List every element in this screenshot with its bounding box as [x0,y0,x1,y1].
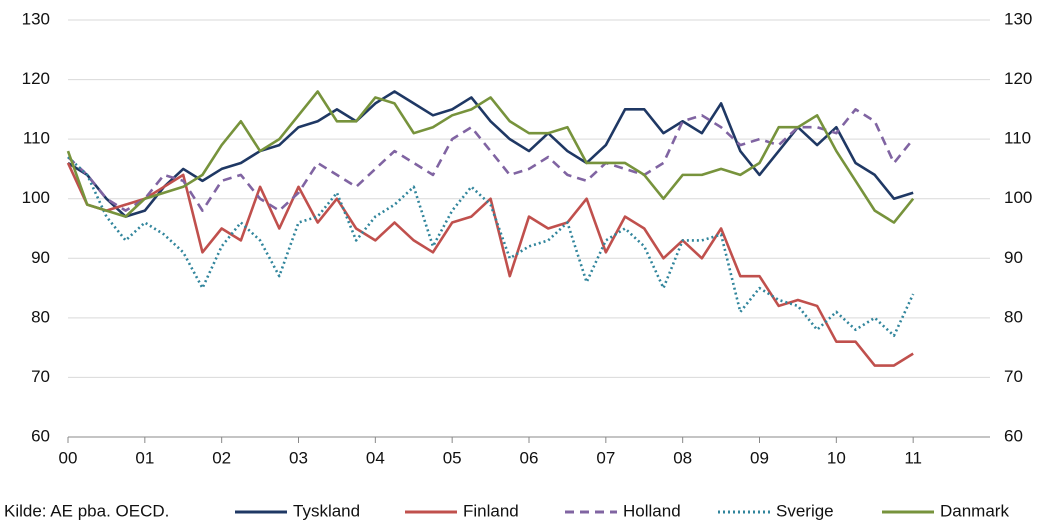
legend-label: Finland [463,501,519,520]
x-tick-label: 06 [520,448,539,467]
x-tick-label: 03 [289,448,308,467]
y2-tick-label: 60 [1004,426,1023,445]
x-tick-label: 07 [596,448,615,467]
x-tick-label: 04 [366,448,385,467]
x-tick-label: 01 [135,448,154,467]
y2-tick-label: 70 [1004,367,1023,386]
y2-tick-label: 110 [1004,129,1031,148]
y-tick-label: 70 [31,367,50,386]
x-tick-label: 11 [904,448,922,467]
y2-tick-label: 80 [1004,307,1023,326]
legend-label: Danmark [940,501,1009,520]
y-tick-label: 90 [31,248,50,267]
y-tick-label: 60 [31,426,50,445]
x-tick-label: 00 [59,448,78,467]
series-line [67,156,915,338]
y2-tick-label: 120 [1004,69,1032,88]
y-tick-label: 110 [23,129,50,148]
y2-tick-label: 90 [1004,248,1023,267]
x-tick-label: 05 [443,448,462,467]
series-line [66,162,914,367]
source-note: Kilde: AE pba. OECD. [4,501,169,520]
y-tick-label: 130 [22,9,50,28]
y2-tick-label: 130 [1004,9,1032,28]
y2-tick-label: 100 [1004,188,1032,207]
x-tick-label: 02 [212,448,231,467]
y-tick-label: 100 [22,188,50,207]
x-tick-label: 08 [673,448,692,467]
series-line [66,90,915,224]
x-tick-label: 09 [750,448,769,467]
x-tick-label: 10 [827,448,846,467]
series-line [67,108,915,212]
series-line [67,90,914,218]
y-tick-label: 120 [22,69,50,88]
legend-label: Tyskland [293,501,360,520]
legend-label: Holland [623,501,681,520]
legend-label: Sverige [776,501,834,520]
y-tick-label: 80 [31,307,50,326]
